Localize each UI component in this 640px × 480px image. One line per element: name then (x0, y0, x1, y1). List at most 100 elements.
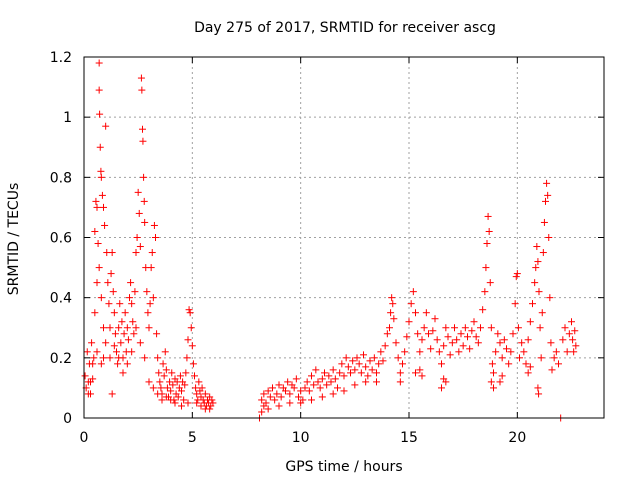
data-point (451, 324, 458, 332)
data-point (534, 384, 542, 392)
data-point (140, 173, 148, 181)
data-point (192, 384, 200, 392)
data-point (208, 396, 216, 404)
data-point (316, 384, 324, 392)
data-point (308, 396, 315, 404)
data-point (514, 324, 522, 332)
data-point (115, 354, 123, 362)
data-point (297, 399, 305, 407)
data-point (273, 390, 281, 398)
data-point (435, 348, 443, 356)
data-point (362, 378, 370, 386)
data-point (135, 209, 143, 217)
data-point (121, 309, 129, 317)
data-point (89, 360, 97, 368)
data-point (336, 369, 344, 377)
data-point (321, 369, 328, 377)
data-point (318, 375, 326, 383)
data-point (559, 336, 567, 344)
data-point (565, 330, 573, 338)
data-point (100, 354, 107, 362)
data-point (442, 378, 450, 386)
y-tick-label: 1.2 (50, 50, 72, 66)
data-point (360, 351, 367, 359)
data-point (145, 378, 153, 386)
data-point (433, 336, 441, 344)
data-point (570, 348, 578, 356)
data-point (422, 309, 430, 317)
data-point (209, 399, 217, 407)
data-point (84, 390, 92, 398)
data-point (171, 399, 179, 407)
data-point (539, 249, 547, 257)
data-point (154, 354, 162, 362)
data-point (87, 378, 94, 386)
data-point (543, 179, 551, 187)
data-point (102, 122, 110, 130)
data-point (349, 357, 357, 365)
data-point (544, 191, 552, 199)
data-point (198, 384, 206, 392)
data-point (131, 288, 139, 296)
data-point (571, 327, 579, 335)
data-point (275, 381, 283, 389)
data-point (297, 387, 305, 395)
data-point (482, 264, 490, 272)
data-point (496, 339, 504, 347)
data-point (260, 402, 268, 410)
data-point (394, 354, 402, 362)
data-point (191, 372, 198, 380)
y-tick-label: 0 (63, 411, 72, 427)
data-point (193, 399, 201, 407)
data-point (137, 74, 145, 82)
data-point (286, 399, 294, 407)
data-point (310, 381, 318, 389)
data-points (81, 59, 580, 422)
data-point (275, 402, 283, 410)
data-point (147, 264, 155, 272)
data-point (266, 393, 274, 401)
data-point (94, 240, 102, 248)
data-point (455, 348, 463, 356)
data-point (533, 243, 541, 251)
grid-lines (84, 57, 604, 418)
plot-frame (83, 56, 605, 419)
y-tick-label: 0.2 (50, 351, 72, 367)
data-point (545, 234, 553, 241)
data-point (201, 405, 209, 413)
data-point (269, 384, 276, 392)
y-tick-label: 1 (63, 110, 72, 126)
data-point (264, 387, 272, 395)
data-point (277, 393, 285, 401)
data-point (490, 369, 497, 377)
data-point (532, 264, 540, 272)
data-point (90, 354, 98, 362)
data-point (342, 354, 350, 362)
data-point (156, 378, 164, 386)
data-point (96, 110, 104, 118)
x-tick-label: 0 (80, 430, 89, 446)
data-point (448, 339, 456, 347)
data-point (389, 300, 397, 308)
data-point (390, 315, 398, 323)
data-point (331, 375, 339, 383)
data-point (100, 324, 107, 332)
data-point (136, 339, 144, 347)
data-point (409, 288, 417, 296)
data-point (185, 306, 193, 314)
data-point (100, 203, 107, 211)
x-tick-label: 10 (292, 430, 310, 446)
data-point (314, 378, 322, 386)
data-point (388, 294, 396, 302)
data-point (366, 357, 374, 365)
data-point (178, 387, 185, 395)
data-point (479, 306, 487, 314)
data-point (412, 369, 419, 377)
data-point (524, 369, 532, 377)
data-point (550, 354, 558, 362)
y-tick-label: 0.8 (50, 170, 72, 186)
data-point (93, 279, 101, 287)
data-point (188, 342, 196, 350)
data-point (95, 86, 103, 94)
data-point (264, 405, 272, 413)
